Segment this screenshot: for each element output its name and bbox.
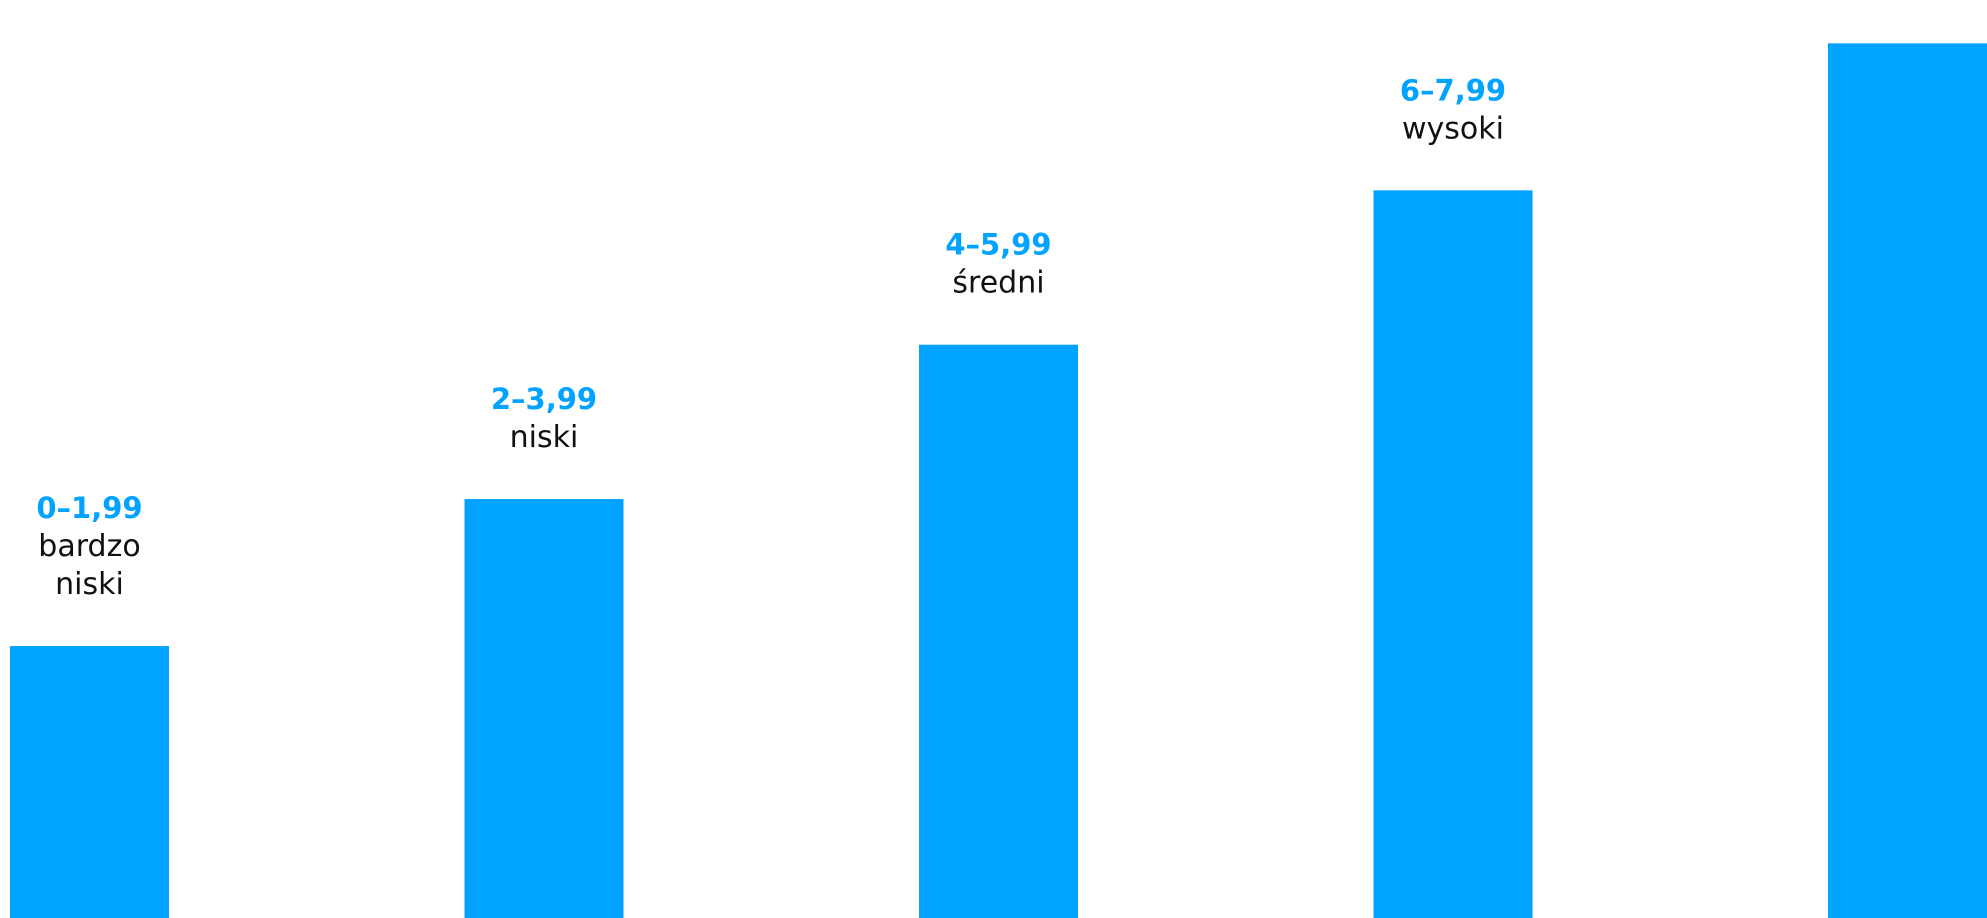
range-label-2: 4–5,99 — [945, 228, 1051, 262]
level-label-0-1: niski — [55, 567, 124, 602]
level-label-2-0: średni — [952, 266, 1044, 301]
range-label-1: 2–3,99 — [491, 382, 597, 416]
level-label-3-0: wysoki — [1402, 111, 1504, 146]
bar-1 — [464, 499, 624, 918]
bar-4 — [1828, 43, 1987, 918]
bar-2 — [919, 344, 1078, 918]
bar-0 — [10, 646, 169, 918]
level-label-1-0: niski — [510, 420, 579, 455]
range-label-0: 0–1,99 — [36, 491, 142, 525]
bar-3 — [1373, 190, 1533, 918]
range-label-3: 6–7,99 — [1400, 73, 1506, 107]
level-label-0-0: bardzo — [38, 529, 140, 564]
